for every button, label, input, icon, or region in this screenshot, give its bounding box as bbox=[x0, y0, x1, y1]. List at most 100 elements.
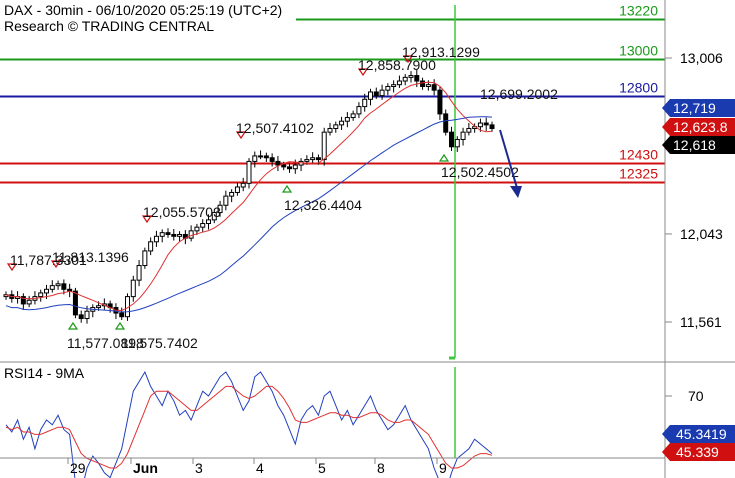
candle-body bbox=[402, 76, 408, 82]
candle-body bbox=[368, 91, 373, 100]
candle-body bbox=[356, 106, 362, 115]
candle-body bbox=[269, 157, 275, 162]
candle-body bbox=[327, 128, 333, 133]
candle-body bbox=[252, 155, 258, 162]
candle-body bbox=[200, 223, 206, 228]
candle-body bbox=[460, 131, 466, 140]
candle-body bbox=[483, 122, 489, 126]
annotation-low: 11,577.0898 bbox=[67, 335, 144, 351]
time-axis: 29 Jun 3 4 5 8 9 bbox=[67, 458, 447, 476]
candle-body bbox=[171, 233, 177, 237]
annotation-high: 12,913.1299 bbox=[402, 44, 480, 60]
candle-body bbox=[391, 84, 397, 88]
support-marker-icon bbox=[67, 321, 79, 330]
annotation-high: 12,699.2002 bbox=[480, 86, 558, 102]
candle-body bbox=[78, 314, 84, 320]
candle-body bbox=[84, 310, 90, 320]
candle-body bbox=[61, 283, 67, 290]
candle-body bbox=[477, 122, 483, 128]
forecast-arrow-line bbox=[499, 129, 518, 189]
candle-body bbox=[489, 124, 495, 130]
x-tick-label: 9 bbox=[439, 460, 447, 476]
ma-slow-line bbox=[5, 116, 493, 313]
ma-fast-line bbox=[5, 81, 493, 312]
resistance-marker-icon bbox=[357, 68, 369, 77]
candle-body bbox=[153, 235, 159, 243]
candle-body bbox=[287, 166, 292, 170]
level-label-12800: 12800 bbox=[619, 80, 658, 96]
annotation-high: 12,858.7900 bbox=[358, 57, 436, 73]
forecast-arrow bbox=[499, 129, 522, 198]
candle-body bbox=[396, 80, 402, 86]
candle-body bbox=[443, 113, 449, 133]
candle-body bbox=[240, 182, 246, 188]
candle-body bbox=[263, 155, 269, 159]
candle-body bbox=[310, 157, 316, 161]
candle-body bbox=[292, 164, 298, 170]
y-tick-label: 11,561 bbox=[680, 314, 722, 330]
price-tag-label: 12,618 bbox=[673, 137, 716, 153]
support-marker-icon bbox=[114, 321, 126, 330]
candle-body bbox=[96, 305, 102, 309]
candle-body bbox=[119, 312, 125, 318]
annotation-high: 11,813.1396 bbox=[52, 249, 129, 265]
annotation-low: 11,575.7402 bbox=[121, 335, 198, 351]
x-tick-label: Jun bbox=[133, 460, 158, 476]
candle-body bbox=[165, 232, 171, 235]
candle-body bbox=[304, 159, 310, 162]
candle-body bbox=[142, 250, 148, 267]
candle-body bbox=[281, 164, 287, 168]
candle-body bbox=[344, 117, 350, 122]
candle-body bbox=[333, 124, 339, 130]
candle-body bbox=[194, 226, 200, 232]
arrow-down-icon bbox=[510, 186, 522, 198]
candle-body bbox=[20, 296, 26, 305]
price-axis: 13,006 12,043 11,561 bbox=[665, 50, 723, 330]
candle-body bbox=[437, 89, 443, 115]
support-marker-icon bbox=[281, 184, 293, 193]
level-label-13000: 13000 bbox=[619, 43, 658, 59]
candle-body bbox=[379, 89, 385, 97]
candle-body bbox=[223, 195, 229, 206]
chart-title: DAX - 30min - 06/10/2020 05:25:19 (UTC+2… bbox=[4, 2, 282, 18]
support-marker-icon bbox=[438, 153, 450, 162]
price-tag-label: 12,623.8 bbox=[673, 119, 728, 135]
candle-body bbox=[350, 113, 356, 119]
y-tick-label: 13,006 bbox=[680, 50, 723, 66]
annotation-low: 12,326.4404 bbox=[284, 197, 362, 213]
rsi-tags: 45.3419 45.339 bbox=[662, 425, 735, 461]
x-tick-label: 4 bbox=[256, 460, 264, 476]
candle-body bbox=[425, 84, 431, 88]
candle-body bbox=[466, 128, 472, 133]
candle-body bbox=[229, 191, 235, 197]
rsi-tick-label: 70 bbox=[688, 388, 704, 404]
rsi-ma-line bbox=[5, 385, 493, 469]
candle-body bbox=[362, 98, 368, 108]
annotation-high: 12,507.4102 bbox=[236, 120, 314, 136]
annotation-high: 11,787.3301 bbox=[10, 252, 87, 268]
candle-body bbox=[408, 75, 414, 78]
resistance-marker-icon bbox=[235, 131, 247, 140]
rsi-panel: 70 bbox=[5, 370, 704, 478]
resistance-marker-icon bbox=[402, 55, 414, 64]
price-tag bbox=[662, 136, 735, 154]
candle-body bbox=[188, 230, 194, 239]
level-label-12325: 12325 bbox=[619, 166, 658, 182]
candle-body bbox=[449, 131, 454, 148]
candle-body bbox=[148, 241, 154, 252]
candle-body bbox=[49, 285, 55, 290]
candle-body bbox=[420, 80, 426, 88]
candle-body bbox=[72, 290, 78, 316]
candle-body bbox=[339, 120, 345, 126]
rsi-tag-label: 45.339 bbox=[676, 444, 719, 460]
candle-body bbox=[217, 204, 223, 214]
rsi-tag bbox=[662, 443, 735, 461]
moving-averages bbox=[5, 81, 493, 313]
candle-body bbox=[275, 160, 281, 166]
candle-body bbox=[211, 212, 217, 221]
price-tag bbox=[662, 118, 735, 136]
candle-body bbox=[44, 288, 49, 294]
candle-body bbox=[258, 155, 264, 158]
